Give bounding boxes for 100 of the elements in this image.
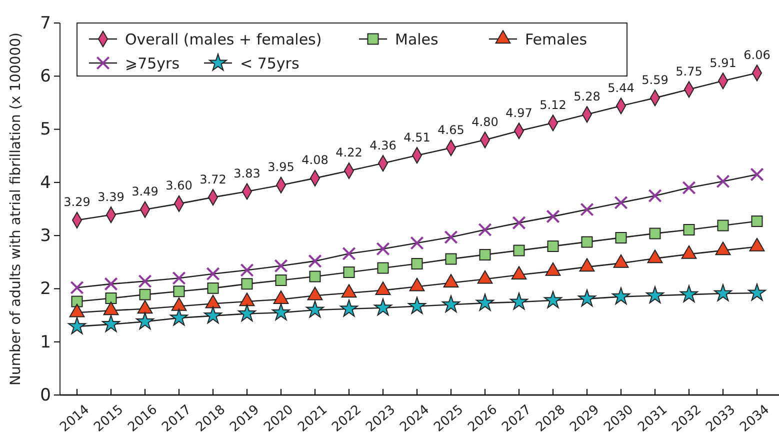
point <box>578 289 596 307</box>
point <box>239 292 255 306</box>
point <box>240 263 254 277</box>
point <box>137 300 153 314</box>
y-tick-label: 0 <box>40 385 51 406</box>
point <box>342 246 356 260</box>
point <box>409 278 425 292</box>
point <box>139 288 151 300</box>
point <box>68 316 86 334</box>
data-label: 3.60 <box>166 178 192 193</box>
point <box>170 308 188 326</box>
legend-label: Overall (males + females) <box>125 30 322 48</box>
point <box>512 216 526 230</box>
point <box>136 312 154 330</box>
point <box>648 188 662 203</box>
point <box>682 180 696 195</box>
point <box>646 286 664 304</box>
y-tick-label: 4 <box>40 172 51 193</box>
y-tick-label: 5 <box>40 120 51 140</box>
point <box>206 267 220 281</box>
point <box>716 174 730 188</box>
point <box>374 298 392 316</box>
legend-label: ⩾75yrs <box>125 54 180 72</box>
point <box>207 282 219 294</box>
point <box>748 284 766 301</box>
point <box>102 314 120 332</box>
data-label: 4.36 <box>370 138 396 152</box>
point <box>172 271 186 285</box>
data-label: 3.83 <box>234 166 260 180</box>
point <box>647 250 663 264</box>
point <box>103 302 119 316</box>
point <box>445 253 457 265</box>
point <box>173 286 185 298</box>
data-label: 3.95 <box>268 160 294 174</box>
point <box>581 236 593 248</box>
point <box>476 294 494 311</box>
y-tick-label: 7 <box>40 13 51 34</box>
point <box>408 296 426 314</box>
point <box>580 202 594 216</box>
point <box>340 299 358 317</box>
point <box>680 285 698 302</box>
point <box>717 220 729 232</box>
data-label: 4.51 <box>404 130 430 144</box>
data-label: 4.22 <box>336 146 362 160</box>
data-label: 3.29 <box>64 195 90 210</box>
point <box>411 258 423 270</box>
point <box>204 306 222 324</box>
point <box>683 224 695 236</box>
legend-label: < 75yrs <box>240 54 300 72</box>
point <box>241 278 253 290</box>
legend-label: Males <box>395 30 439 48</box>
point <box>649 228 661 240</box>
data-label: 4.97 <box>506 106 532 120</box>
data-label: 4.08 <box>302 153 328 168</box>
point <box>477 270 493 284</box>
point <box>410 236 424 250</box>
point <box>513 244 525 256</box>
legend-label: Females <box>525 30 588 48</box>
point <box>544 290 562 308</box>
point <box>614 196 628 210</box>
point <box>71 296 83 308</box>
y-axis-title: Number of adults with atrial fibrillation (x 100000) <box>8 32 24 386</box>
data-label: 5.75 <box>676 64 702 78</box>
point <box>443 274 459 288</box>
point <box>69 304 85 318</box>
data-label: 4.80 <box>472 114 498 129</box>
point <box>343 266 355 278</box>
point <box>442 295 460 312</box>
point <box>273 290 289 304</box>
point <box>171 297 187 311</box>
y-tick-label: 1 <box>40 332 51 352</box>
point <box>274 259 288 273</box>
point <box>105 292 117 304</box>
point <box>547 240 559 252</box>
point <box>70 280 84 294</box>
point <box>715 242 731 256</box>
point <box>308 254 322 268</box>
data-label: 6.06 <box>744 48 770 62</box>
data-label: 3.49 <box>132 184 158 199</box>
point <box>272 303 290 320</box>
point <box>615 232 627 244</box>
point <box>275 274 287 286</box>
y-tick-label: 6 <box>40 66 51 87</box>
data-label: 5.12 <box>540 98 566 112</box>
data-label: 4.65 <box>438 122 464 137</box>
data-label: 5.44 <box>608 80 634 95</box>
point <box>306 300 324 318</box>
point <box>479 248 491 260</box>
point <box>205 294 221 308</box>
point <box>612 287 630 304</box>
data-label: 3.39 <box>98 190 124 204</box>
point <box>546 210 560 224</box>
point <box>751 215 763 227</box>
data-label: 5.91 <box>710 56 736 70</box>
y-tick-label: 3 <box>40 226 51 246</box>
point <box>138 274 152 288</box>
point <box>376 242 390 256</box>
point <box>714 284 732 302</box>
point <box>579 258 595 272</box>
point <box>341 284 357 298</box>
